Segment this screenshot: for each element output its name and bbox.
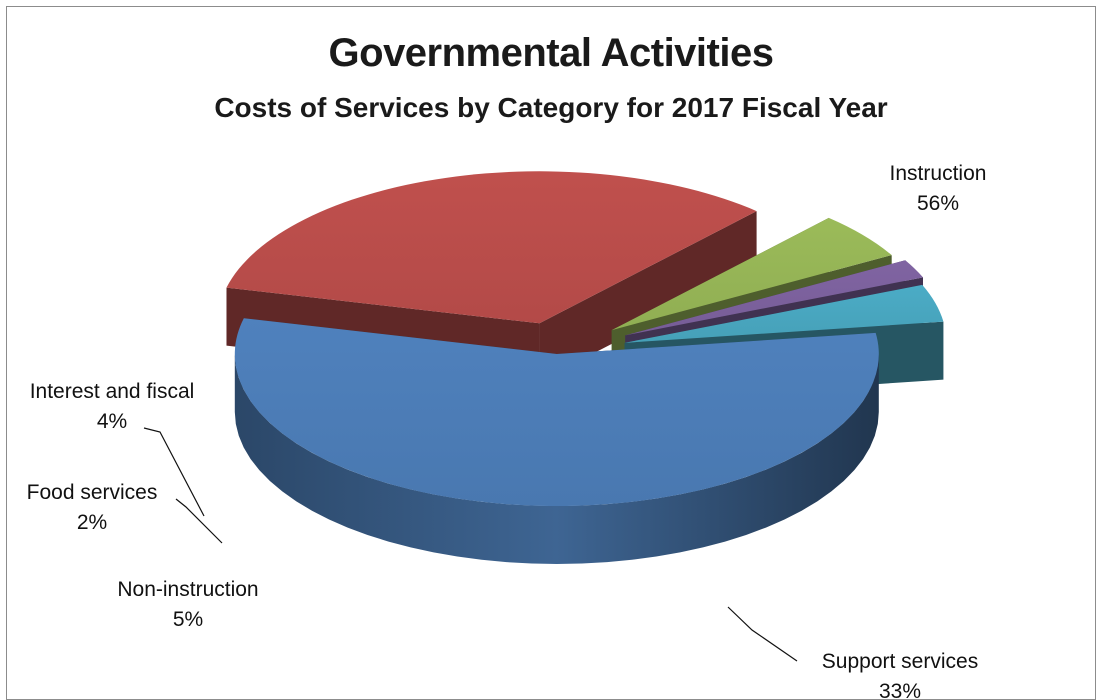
data-label-non-instruction: Non-instruction [117,578,258,601]
data-label-food-services: Food services [27,481,158,504]
pie-data-labels: Instruction 56% Support services 33% Non-ins… [27,162,987,700]
pie-slice-tops [226,171,944,506]
data-label-instruction: Instruction [890,162,987,185]
data-value-food-services: 2% [77,511,107,534]
leader-line-interest-and-fiscal [143,427,205,517]
data-label-interest-and-fiscal: Interest and fiscal [30,380,195,403]
chart-title: Governmental Activities [328,31,774,75]
leader-line-support-services [727,606,798,662]
pie-slice-support-services [226,171,757,324]
data-label-support-services: Support services [822,650,978,673]
data-value-support-services: 33% [879,680,921,700]
leader-line-food-services [175,498,223,544]
pie-slice-non-instruction [611,217,892,331]
data-value-interest-and-fiscal: 4% [97,410,127,433]
chart-subtitle: Costs of Services by Category for 2017 F… [214,92,888,123]
pie-slice-instruction [234,318,879,506]
pie-slice-food-services [625,260,924,336]
data-value-instruction: 56% [917,192,959,215]
data-value-non-instruction: 5% [173,608,203,631]
pie-slice-interest-and-fiscal [624,284,944,343]
